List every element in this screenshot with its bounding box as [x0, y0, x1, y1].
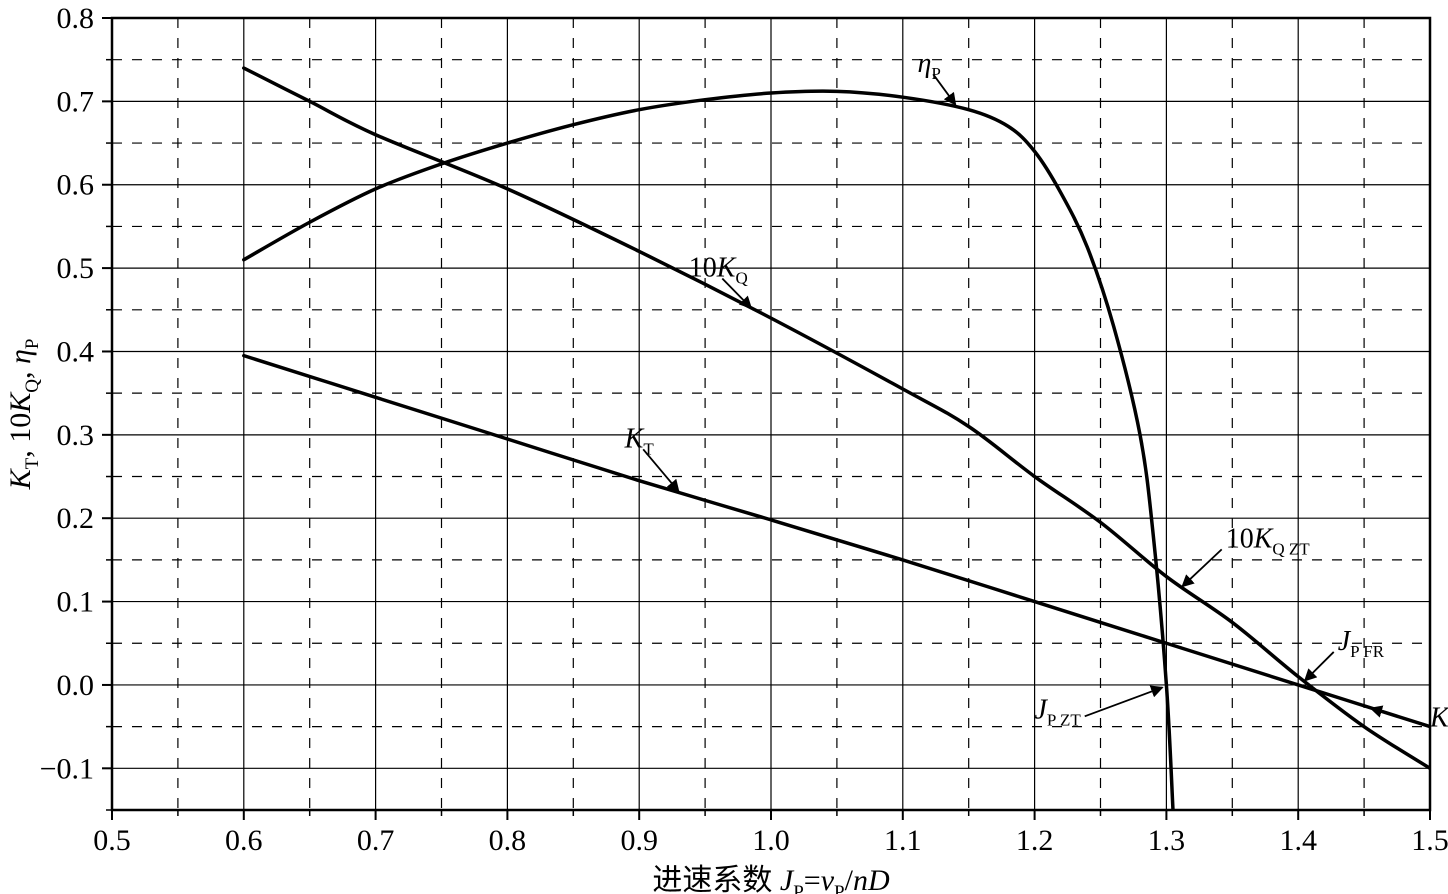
x-tick-label: 1.3	[1148, 824, 1186, 857]
x-tick-label: 1.1	[884, 824, 922, 857]
y-tick-label: 0.0	[57, 669, 95, 702]
y-tick-label: 0.8	[57, 2, 95, 35]
x-tick-label: 0.7	[357, 824, 395, 857]
annotation-KTFR: KT FR	[1429, 703, 1448, 738]
x-axis-label: 进速系数 JP=vP/nD	[652, 864, 890, 894]
y-tick-label: 0.1	[57, 586, 95, 619]
y-tick-label: 0.3	[57, 419, 95, 452]
x-tick-label: 0.6	[225, 824, 263, 857]
x-tick-label: 1.4	[1279, 824, 1317, 857]
y-tick-label: 0.2	[57, 502, 95, 535]
x-tick-label: 0.9	[620, 824, 658, 857]
y-tick-label: 0.5	[57, 252, 95, 285]
x-tick-label: 1.0	[752, 824, 790, 857]
y-tick-label: 0.4	[57, 335, 95, 368]
x-tick-label: 0.5	[93, 824, 131, 857]
y-tick-label: 0.6	[57, 169, 95, 202]
x-tick-label: 1.2	[1016, 824, 1054, 857]
y-tick-label: −0.1	[40, 752, 94, 785]
x-tick-label: 1.5	[1411, 824, 1448, 857]
propeller-chart: 0.5 0.6 0.7 0.8 0.9 1.0 1.1 1.2 1.3 1.4 1.5 −0.1 0.0…	[0, 0, 1448, 894]
x-tick-label: 0.8	[489, 824, 527, 857]
y-tick-label: 0.7	[57, 85, 95, 118]
chart-svg: 0.5 0.6 0.7 0.8 0.9 1.0 1.1 1.2 1.3 1.4 1.5 −0.1 0.0…	[0, 0, 1448, 894]
